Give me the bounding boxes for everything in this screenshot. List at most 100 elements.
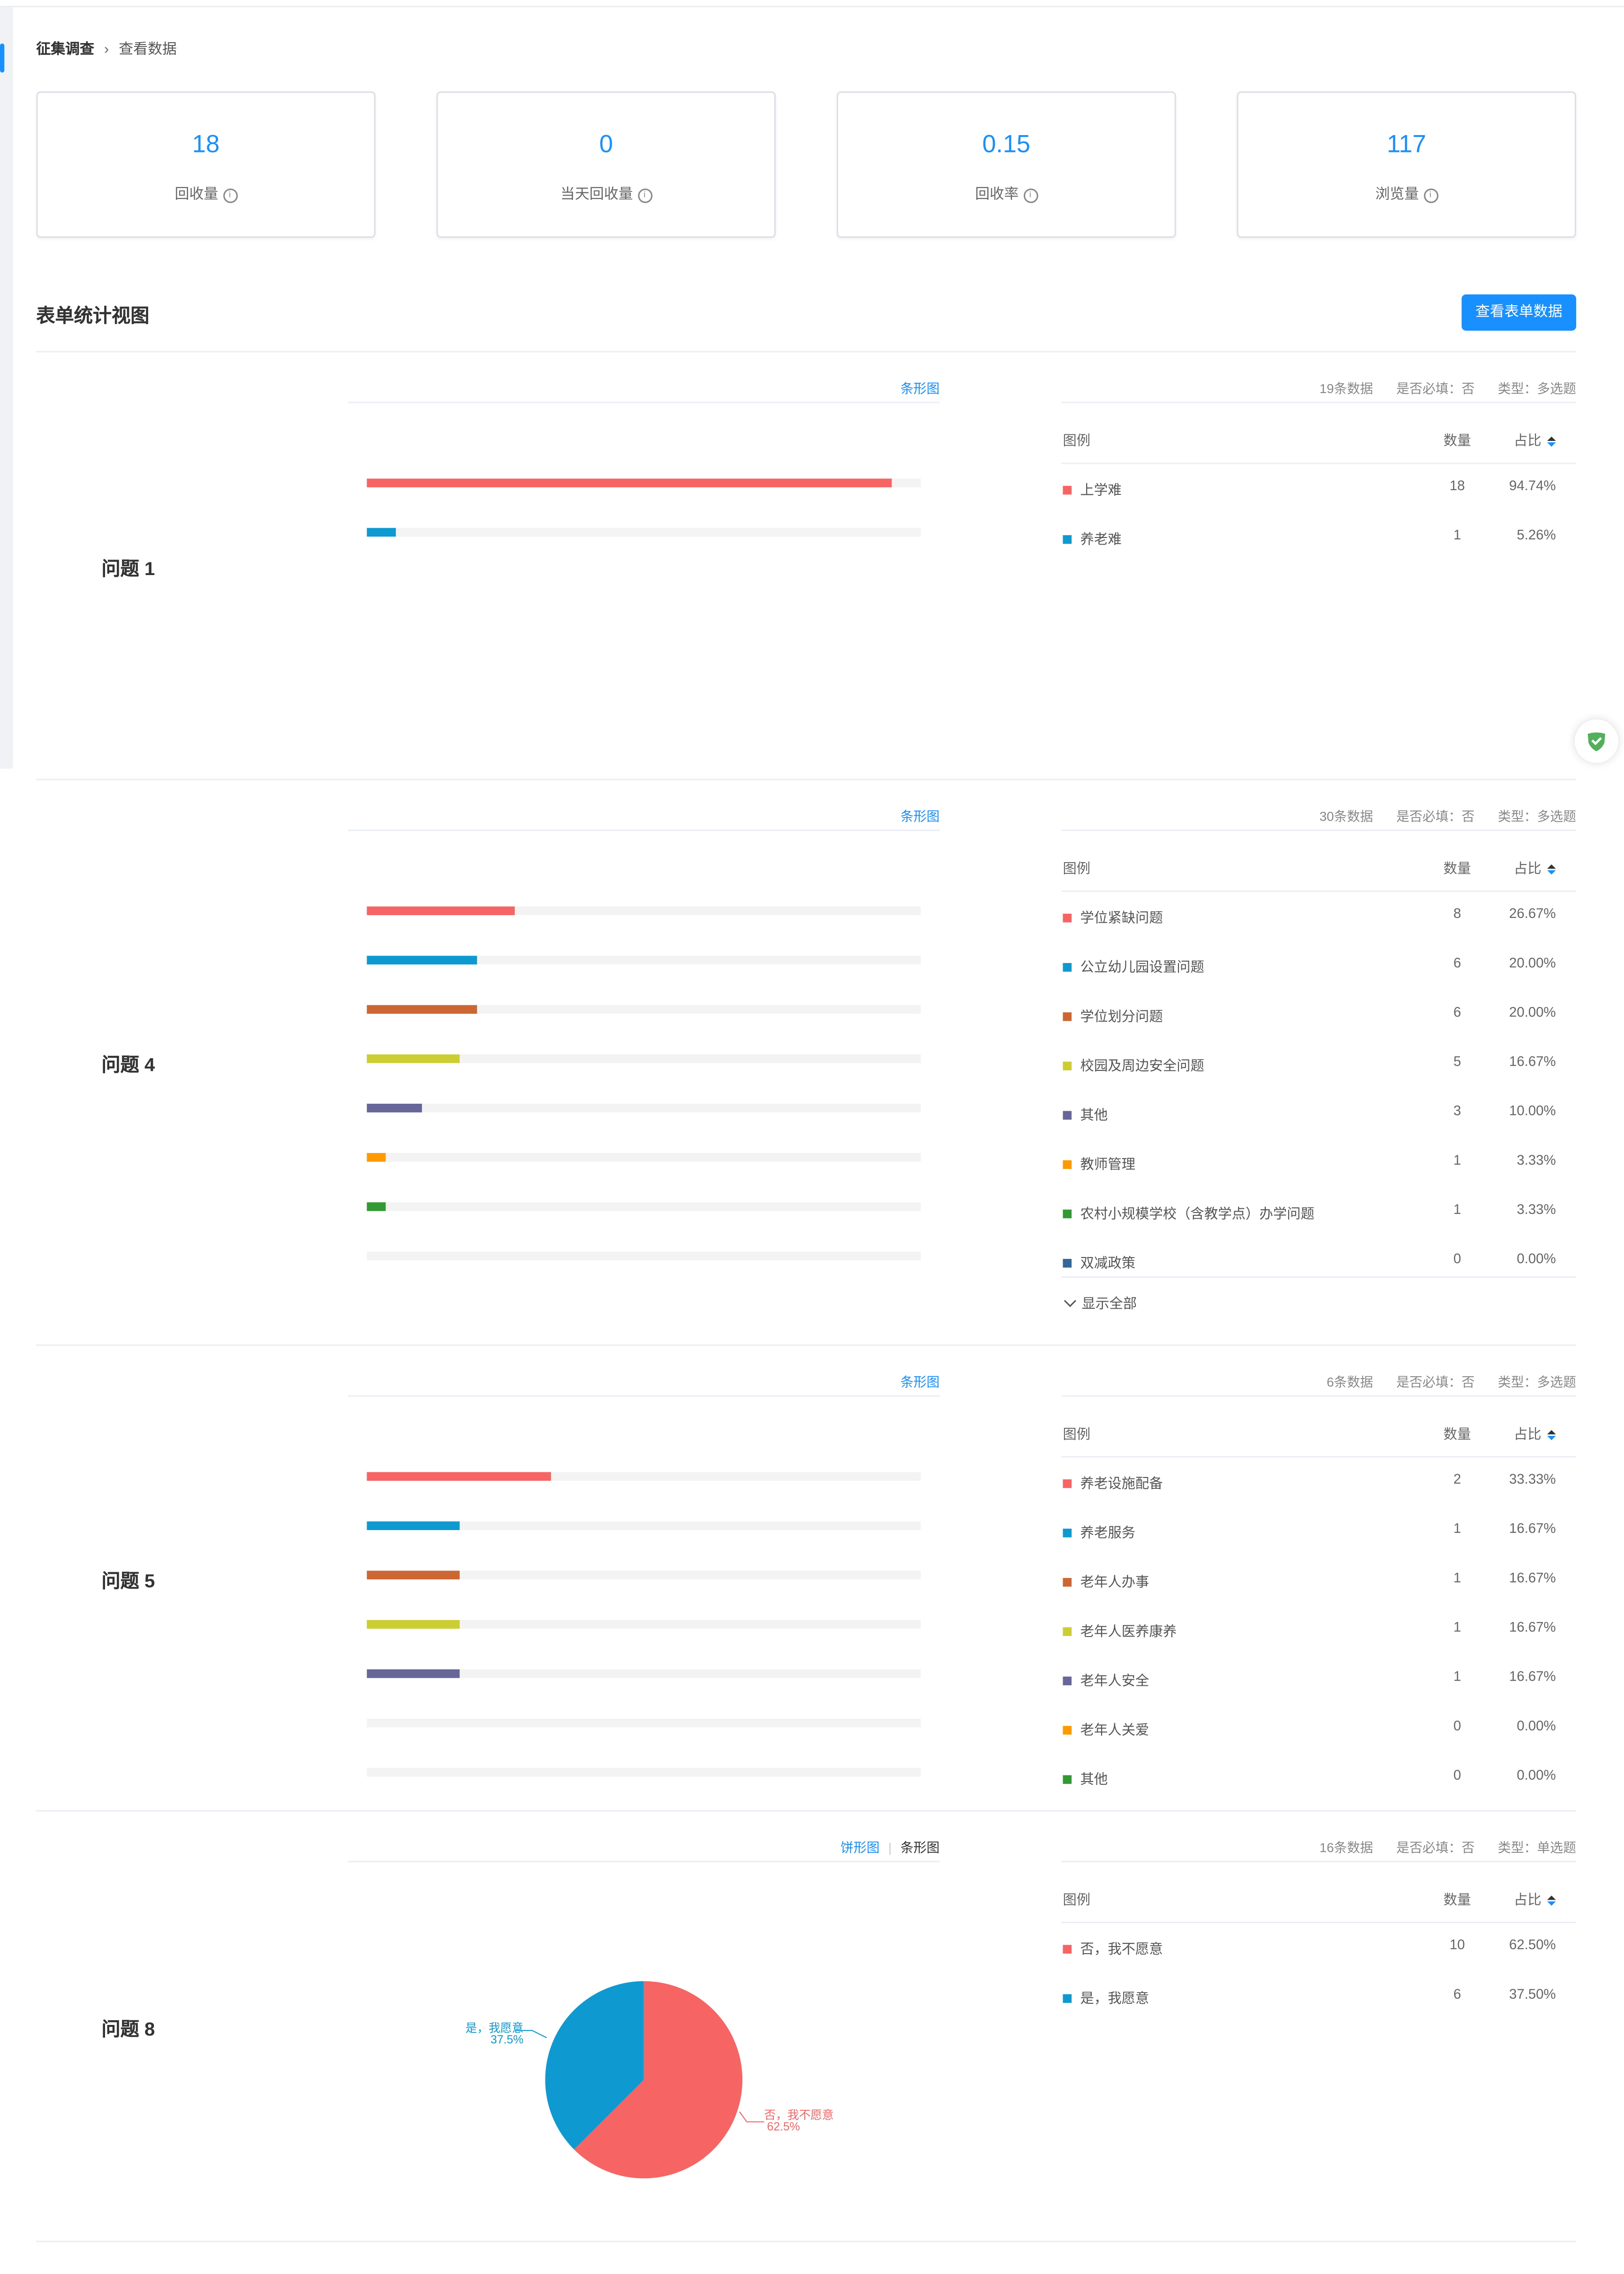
ratio-header[interactable]: 占比: [1514, 429, 1556, 450]
security-shield-button[interactable]: [1574, 719, 1618, 763]
legend-row[interactable]: 校园及周边安全问题: [1063, 1054, 1204, 1075]
pie-leader-yes: [514, 2030, 547, 2039]
table-header-divider: [1061, 890, 1577, 892]
bar[interactable]: [367, 1104, 423, 1113]
stat-card: 0.15 回收率 i: [837, 91, 1176, 238]
legend-ratio: 16.67%: [1509, 1669, 1556, 1685]
legend-count: 10: [1450, 1937, 1465, 1954]
chart-type-tab[interactable]: 条形图: [900, 381, 940, 396]
legend-name: 养老服务: [1080, 1525, 1136, 1542]
bar[interactable]: [367, 1669, 460, 1678]
bar[interactable]: [367, 1620, 460, 1629]
legend-row[interactable]: 其他: [1063, 1104, 1108, 1124]
bar-track: [367, 906, 921, 916]
count-header: 数量: [1443, 433, 1471, 450]
bar[interactable]: [367, 1005, 478, 1014]
legend-row[interactable]: 其他: [1063, 1768, 1108, 1788]
bar[interactable]: [367, 1202, 385, 1211]
legend-row[interactable]: 公立幼儿园设置问题: [1063, 956, 1204, 976]
chart-type-tab[interactable]: 条形图: [900, 1375, 940, 1390]
table-bottom-divider: [1061, 1276, 1577, 1278]
ratio-header[interactable]: 占比: [1514, 1888, 1556, 1909]
bar-track: [367, 1570, 921, 1580]
legend-count: 5: [1453, 1054, 1461, 1070]
legend-row[interactable]: 否，我不愿意: [1063, 1938, 1163, 1958]
legend-count: 18: [1450, 478, 1465, 495]
bar[interactable]: [367, 1054, 460, 1063]
legend-row[interactable]: 教师管理: [1063, 1153, 1135, 1173]
legend-row[interactable]: 养老服务: [1063, 1522, 1135, 1542]
legend-row[interactable]: 老年人医养康养: [1063, 1620, 1177, 1640]
legend-ratio: 16.67%: [1509, 1620, 1556, 1636]
sort-icon[interactable]: [1547, 1895, 1556, 1906]
sort-icon[interactable]: [1547, 436, 1556, 447]
ratio-header[interactable]: 占比: [1514, 857, 1556, 878]
info-icon[interactable]: i: [637, 188, 652, 203]
legend-row[interactable]: 养老设施配备: [1063, 1472, 1163, 1493]
legend-row[interactable]: 老年人办事: [1063, 1571, 1149, 1591]
chart-type-tab[interactable]: 条形图: [900, 809, 940, 824]
legend-row[interactable]: 双减政策: [1063, 1251, 1135, 1272]
legend-header: 图例: [1063, 1427, 1091, 1443]
legend-count: 1: [1453, 1153, 1461, 1169]
legend-ratio: 0.00%: [1517, 1719, 1556, 1735]
pie-slice-yes[interactable]: [545, 1981, 644, 2150]
view-form-data-button[interactable]: 查看表单数据: [1461, 294, 1577, 331]
stat-value: 117: [1387, 130, 1427, 159]
legend-count: 3: [1453, 1104, 1461, 1120]
bar-track: [367, 955, 921, 965]
sort-icon[interactable]: [1547, 864, 1556, 875]
chart-type-tab[interactable]: 饼形图: [840, 1840, 880, 1855]
legend-row[interactable]: 是，我愿意: [1063, 1987, 1149, 2007]
info-icon[interactable]: i: [222, 188, 237, 203]
legend-name: 养老难: [1080, 532, 1122, 548]
chart-type-switch: 饼形图 | 条形图: [840, 1838, 939, 1857]
chart-type-tab[interactable]: 条形图: [900, 1840, 940, 1855]
required-flag: 是否必填：否: [1396, 809, 1475, 824]
legend-row[interactable]: 学位划分问题: [1063, 1005, 1163, 1025]
bar[interactable]: [367, 955, 478, 965]
legend-row[interactable]: 上学难: [1063, 478, 1122, 499]
bar-track: [367, 1521, 921, 1531]
legend-row[interactable]: 学位紧缺问题: [1063, 907, 1163, 927]
bar[interactable]: [367, 528, 396, 537]
bar[interactable]: [367, 1472, 551, 1481]
show-all-button[interactable]: 显示全部: [1063, 1292, 1137, 1312]
legend-row[interactable]: 老年人安全: [1063, 1669, 1149, 1690]
question-type: 类型：多选题: [1497, 381, 1577, 396]
bar[interactable]: [367, 1153, 385, 1162]
ratio-header[interactable]: 占比: [1514, 1423, 1556, 1443]
legend-swatch: [1063, 1209, 1072, 1219]
legend-row[interactable]: 老年人关爱: [1063, 1719, 1149, 1739]
legend-count: 0: [1453, 1768, 1461, 1784]
table-header-divider: [1061, 1456, 1577, 1458]
legend-swatch: [1063, 1012, 1072, 1021]
legend-swatch: [1063, 1111, 1072, 1120]
question-label: 问题 1: [101, 557, 155, 579]
bar[interactable]: [367, 478, 892, 487]
question-meta: 16条数据 是否必填：否 类型：单选题: [1296, 1838, 1576, 1857]
bar-track: [367, 1054, 921, 1063]
question-section: 问题 5 条形图 6条数据 是否必填：否 类型：多选题 图例 数量 占比 养老设施配备 2 33.3…: [36, 1344, 1577, 1812]
legend-swatch: [1063, 1578, 1072, 1587]
legend-ratio: 26.67%: [1509, 906, 1556, 923]
pie-slice-no[interactable]: [574, 1981, 743, 2179]
data-count: 30条数据: [1319, 809, 1374, 824]
stat-value: 0.15: [982, 130, 1031, 159]
info-icon[interactable]: i: [1023, 188, 1038, 203]
bar[interactable]: [367, 906, 515, 916]
question-type: 类型：单选题: [1497, 1840, 1577, 1855]
legend-name: 老年人医养康养: [1080, 1624, 1177, 1641]
chevron-down-icon: [1064, 1295, 1077, 1307]
info-icon[interactable]: i: [1423, 188, 1438, 203]
bar[interactable]: [367, 1570, 460, 1580]
breadcrumb-parent[interactable]: 征集调查: [36, 42, 94, 58]
legend-swatch: [1063, 1627, 1072, 1636]
legend-row[interactable]: 养老难: [1063, 528, 1122, 548]
legend-swatch: [1063, 535, 1072, 544]
count-header: 数量: [1443, 1893, 1471, 1909]
bar[interactable]: [367, 1521, 460, 1531]
legend-row[interactable]: 农村小规模学校（含教学点）办学问题: [1063, 1202, 1314, 1223]
legend-ratio: 20.00%: [1509, 1005, 1556, 1021]
sort-icon[interactable]: [1547, 1430, 1556, 1440]
